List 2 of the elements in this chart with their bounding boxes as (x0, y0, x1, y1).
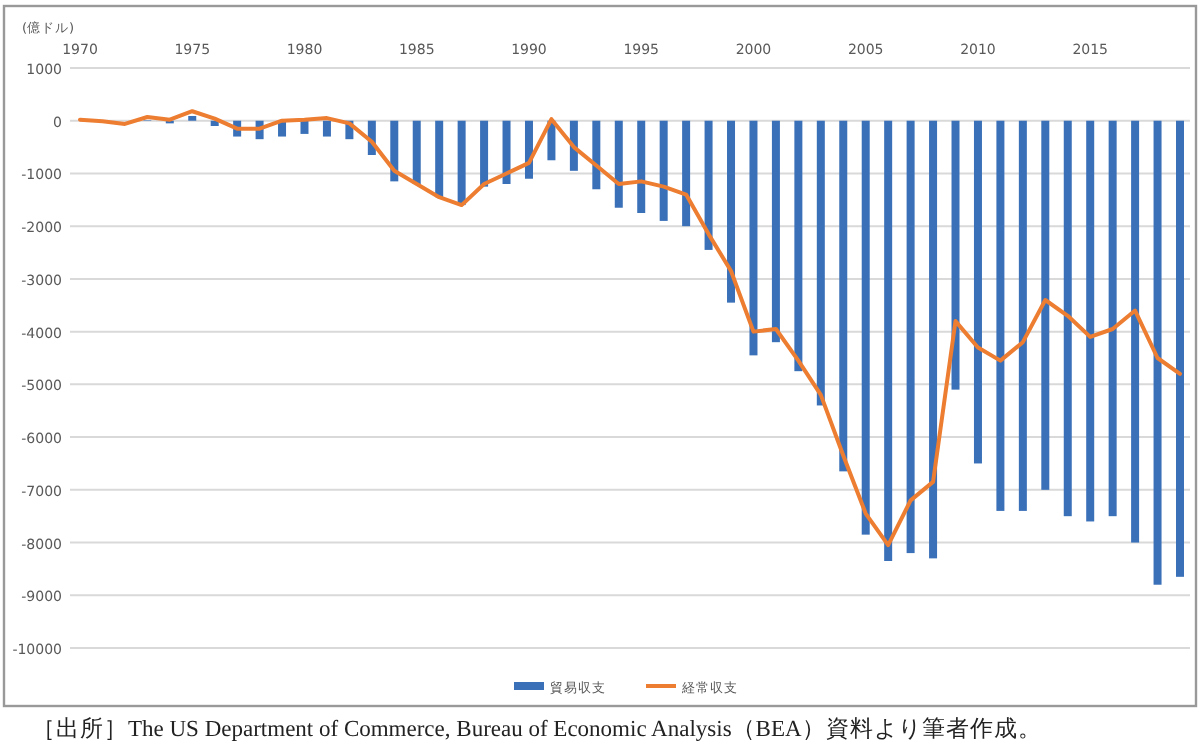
text: ［出所］The US Department of Commerce, Bureau of Economic Analysis（BEA）資料より筆者作成。 (32, 716, 1042, 742)
line-series (78, 109, 1182, 548)
